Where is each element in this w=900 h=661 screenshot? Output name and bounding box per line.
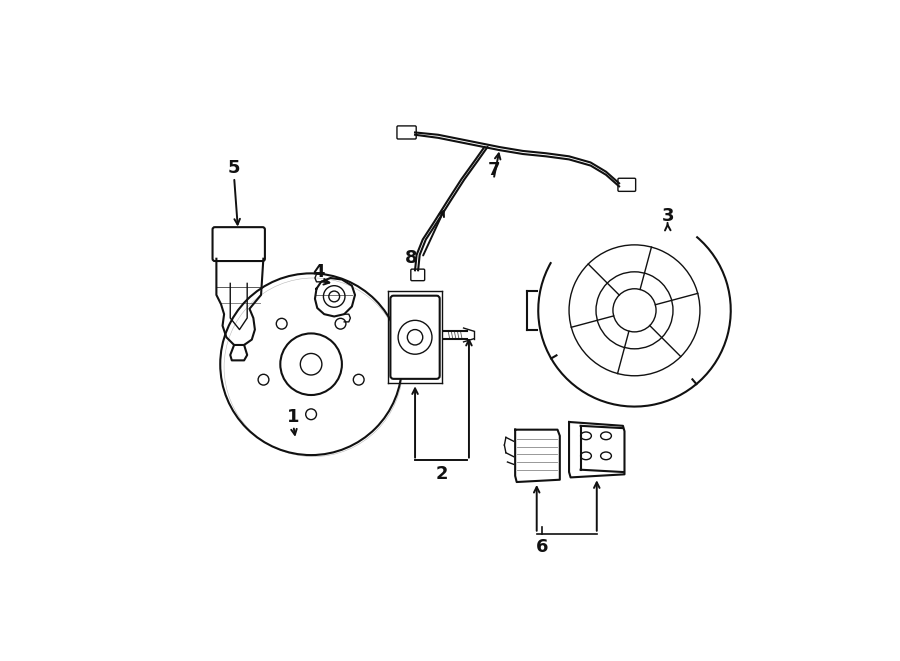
FancyBboxPatch shape [397, 126, 416, 139]
Text: 5: 5 [228, 159, 240, 177]
FancyBboxPatch shape [618, 178, 635, 191]
Text: 3: 3 [662, 208, 674, 225]
Text: 4: 4 [312, 263, 325, 281]
FancyBboxPatch shape [410, 269, 425, 281]
Text: 7: 7 [487, 161, 500, 179]
FancyBboxPatch shape [391, 295, 440, 379]
Text: 6: 6 [536, 539, 548, 557]
Text: 8: 8 [405, 249, 418, 267]
Text: 1: 1 [287, 408, 300, 426]
Text: 2: 2 [436, 465, 448, 483]
FancyBboxPatch shape [212, 227, 265, 261]
